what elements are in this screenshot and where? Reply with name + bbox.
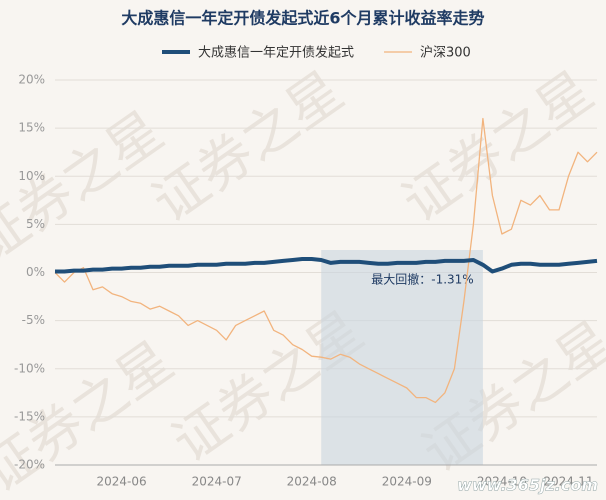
y-tick-label: -5% — [22, 313, 45, 327]
site-watermark: www.365jz.com — [457, 476, 598, 495]
y-tick-label: 0% — [26, 265, 45, 279]
y-tick-label: -15% — [14, 409, 45, 423]
x-tick-label: 2024-11 — [543, 475, 593, 489]
y-tick-label: 20% — [18, 73, 45, 87]
y-tick-label: -20% — [14, 458, 45, 472]
x-tick-label: 2024-06 — [96, 475, 146, 489]
series-line — [55, 257, 598, 274]
x-tick-label: 2024-10 — [477, 475, 527, 489]
chart-title: 大成惠信一年定开债发起式近6个月累计收益率走势 — [121, 9, 484, 28]
y-tick-label: 15% — [18, 121, 45, 135]
x-tick-label: 2024-07 — [192, 475, 242, 489]
x-tick-label: 2024-09 — [382, 475, 432, 489]
y-tick-label: 10% — [18, 169, 45, 183]
x-tick-label: 2024-08 — [287, 475, 337, 489]
y-tick-label: -10% — [14, 361, 45, 375]
drawdown-label: 最大回撤：-1.31% — [371, 272, 473, 287]
legend-label: 沪深300 — [420, 45, 471, 61]
y-tick-label: 5% — [26, 217, 45, 231]
series-line — [54, 117, 598, 404]
legend-label: 大成惠信一年定开债发起式 — [198, 45, 354, 61]
